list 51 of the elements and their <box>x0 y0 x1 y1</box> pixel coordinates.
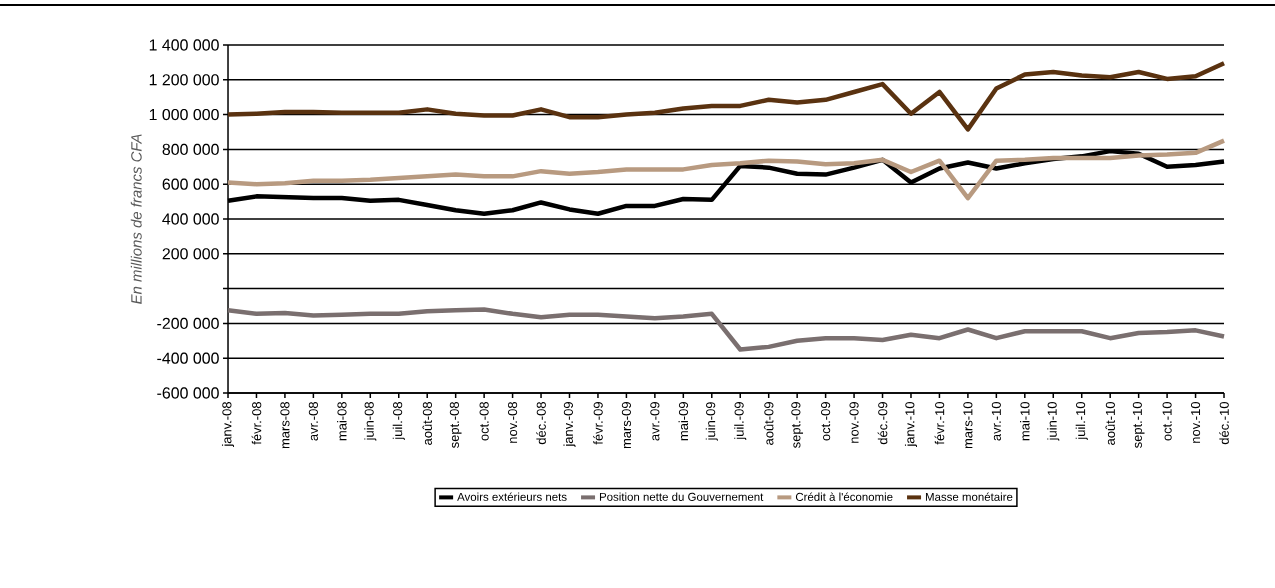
y-tick-label: 1 000 000 <box>149 108 219 121</box>
x-tick-label: nov.-10 <box>1190 402 1201 443</box>
x-tick-label: juin-08 <box>364 402 377 441</box>
x-tick-label: oct.-10 <box>1162 402 1172 441</box>
x-tick-label: sept.-10 <box>1132 402 1145 448</box>
x-tick-label: mars-09 <box>621 402 631 449</box>
x-tick-label: nov.-09 <box>849 402 859 443</box>
x-tick-label: mars-10 <box>963 402 973 449</box>
x-tick-label: déc.-09 <box>877 402 888 445</box>
legend-label: Avoirs extérieurs nets <box>457 492 567 501</box>
y-tick-label: -400 000 <box>157 352 219 364</box>
legend-label: Position nette du Gouvernement <box>599 492 764 501</box>
x-tick-label: mars-08 <box>280 402 290 449</box>
x-tick-label: sept.-08 <box>449 402 462 448</box>
x-tick-label: août-08 <box>422 402 432 445</box>
y-tick-label: 200 000 <box>162 248 219 260</box>
legend-label: Crédit à l'économie <box>795 492 893 501</box>
x-tick-label: oct.-08 <box>479 402 489 441</box>
x-tick-label: avr.-10 <box>991 402 1001 441</box>
x-tick-label: juil.-08 <box>392 402 405 440</box>
x-tick-label: déc.-10 <box>1219 402 1229 445</box>
y-tick-label: -600 000 <box>157 387 219 399</box>
x-tick-label: févr.-08 <box>251 402 262 445</box>
y-tick-label: 1 200 000 <box>149 74 219 86</box>
x-tick-label: avr.-08 <box>308 402 318 441</box>
x-tick-label: mai-08 <box>337 402 347 441</box>
y-tick-label: 600 000 <box>162 178 219 190</box>
x-tick-label: déc.-08 <box>536 402 546 445</box>
x-tick-label: janv.-08 <box>221 402 235 447</box>
x-tick-label: août-10 <box>1105 402 1115 445</box>
x-tick-label: févr.-09 <box>593 402 603 445</box>
x-tick-label: avr.-09 <box>650 402 660 441</box>
y-tick-label: 400 000 <box>162 213 219 225</box>
y-tick-label: 800 000 <box>162 143 219 156</box>
x-tick-label: juil.-10 <box>1075 402 1088 440</box>
x-tick-label: juin-10 <box>1047 402 1060 441</box>
x-tick-label: janv.-10 <box>904 402 918 447</box>
y-axis-title: En millions de francs CFA <box>130 134 142 304</box>
x-tick-label: sept.-09 <box>791 402 804 448</box>
x-tick-label: janv.-09 <box>563 402 576 447</box>
x-tick-label: févr.-10 <box>934 402 945 445</box>
x-tick-label: oct.-09 <box>821 402 831 441</box>
legend-label: Masse monétaire <box>925 492 1013 501</box>
y-tick-label: -200 000 <box>157 317 219 330</box>
x-tick-label: juil.-09 <box>734 402 747 440</box>
x-tick-label: juin-09 <box>705 402 718 441</box>
x-tick-label: août-09 <box>763 402 774 445</box>
x-tick-label: mai-10 <box>1020 402 1030 441</box>
x-tick-label: mai-09 <box>678 402 689 441</box>
y-tick-label: 1 400 000 <box>149 39 219 51</box>
x-tick-label: nov.-08 <box>508 402 518 443</box>
